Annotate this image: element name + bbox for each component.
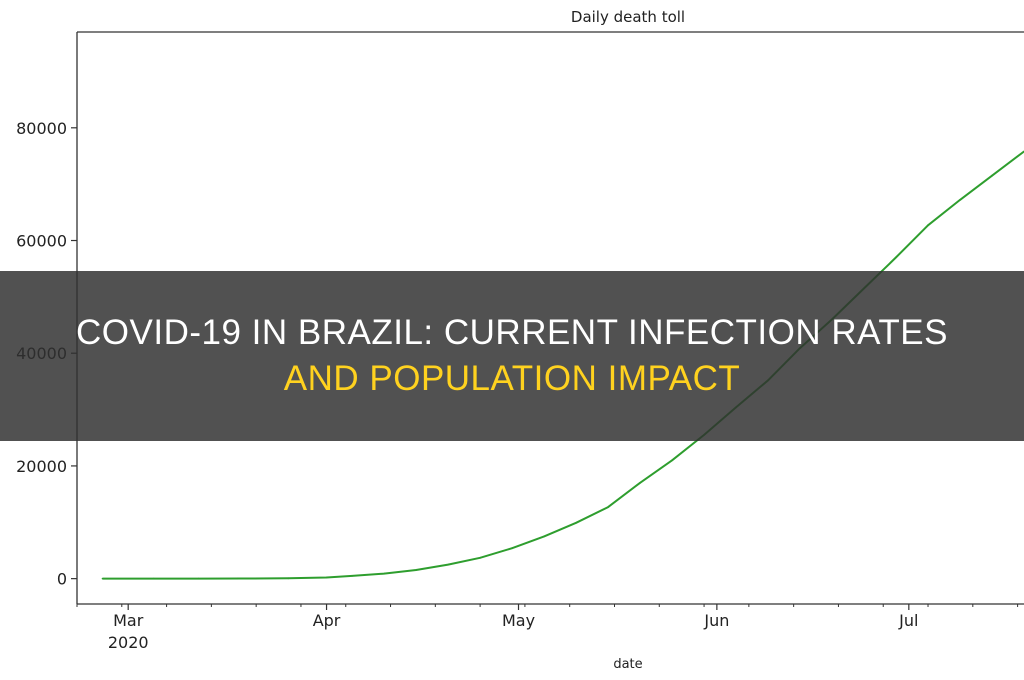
x-tick-label: Jul [898, 611, 918, 630]
y-tick-label: 80000 [16, 119, 67, 138]
y-tick-label: 0 [57, 570, 67, 589]
banner-headline-line-2: AND POPULATION IMPACT [283, 359, 741, 398]
death-toll-data-point [152, 577, 155, 580]
death-toll-data-point [543, 535, 545, 538]
death-toll-data-point [415, 569, 417, 571]
y-tick-label: 20000 [16, 457, 67, 476]
x-tick-label: Mar [113, 611, 144, 630]
death-toll-data-point [101, 577, 104, 580]
death-toll-data-point [383, 572, 385, 575]
death-toll-data-point [575, 521, 577, 524]
x-tick-year-label: 2020 [108, 633, 149, 652]
x-tick-label: Apr [313, 611, 341, 630]
death-toll-data-point [242, 577, 245, 580]
death-toll-data-point [351, 575, 353, 577]
death-toll-data-point [671, 459, 673, 462]
x-tick-label: Jun [703, 611, 729, 630]
title-banner: COVID-19 IN BRAZIL: CURRENT INFECTION RA… [0, 271, 1024, 441]
death-toll-data-point [197, 577, 200, 580]
death-toll-data-point [927, 224, 929, 227]
death-toll-data-point [639, 481, 641, 484]
x-axis-label: date [613, 657, 642, 672]
death-toll-data-point [511, 547, 513, 550]
death-toll-data-point [325, 576, 328, 579]
y-tick-label: 60000 [16, 232, 67, 251]
death-toll-data-point [895, 256, 897, 259]
death-toll-data-point [447, 563, 449, 566]
x-tick-label: May [502, 611, 535, 630]
death-toll-data-point [287, 577, 290, 580]
death-toll-data-point [607, 506, 609, 508]
chart-title: Daily death toll [571, 8, 685, 26]
death-toll-data-point [959, 199, 961, 201]
banner-headline-line-1: COVID-19 IN BRAZIL: CURRENT INFECTION RA… [76, 313, 948, 352]
death-toll-data-point [991, 174, 993, 177]
death-toll-data-point [479, 556, 481, 559]
